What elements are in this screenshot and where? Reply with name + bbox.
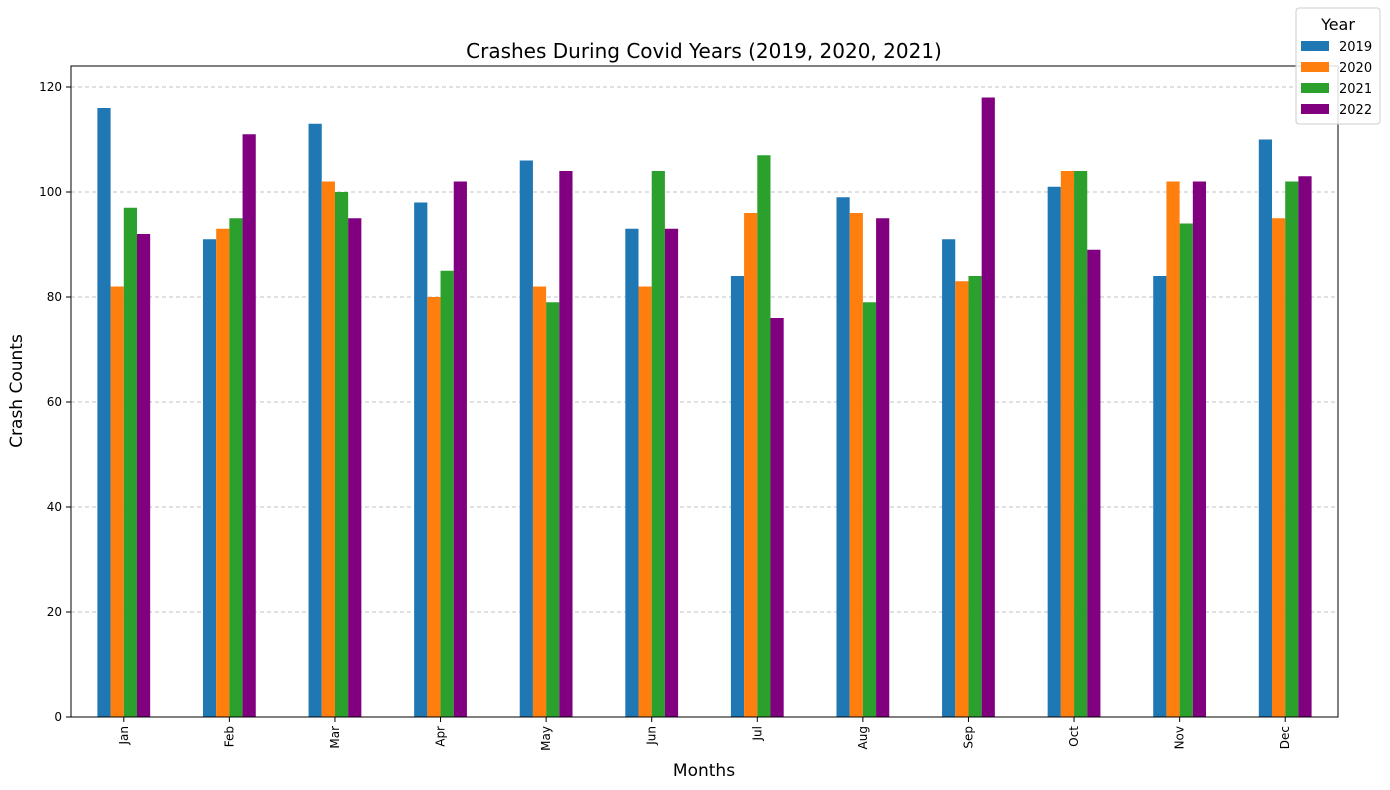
chart-title: Crashes During Covid Years (2019, 2020, … — [466, 39, 942, 63]
legend-swatch — [1301, 83, 1329, 93]
bar-2022-apr — [453, 181, 467, 717]
bar-2020-nov — [1166, 181, 1180, 717]
legend-label: 2022 — [1339, 103, 1372, 118]
bar-2021-apr — [440, 270, 454, 717]
y-tick-label: 40 — [47, 500, 62, 514]
bar-2022-oct — [1087, 249, 1101, 717]
bar-2021-jan — [123, 207, 137, 717]
bar-2020-jun — [638, 286, 652, 717]
bar-2022-mar — [348, 218, 362, 717]
bar-2019-jul — [730, 276, 745, 717]
x-axis-ticks: Jan Feb Mar Apr May Jun Jul Aug Sep Oct Nov Dec — [117, 717, 1292, 751]
bar-2022-feb — [242, 134, 256, 717]
bar-2021-dec — [1285, 181, 1299, 717]
bar-2022-sep — [981, 97, 995, 717]
bar-2021-may — [546, 302, 560, 717]
y-tick-label: 20 — [47, 605, 62, 619]
legend-label: 2019 — [1339, 40, 1372, 55]
bar-2022-may — [559, 171, 573, 717]
bar-2021-nov — [1179, 223, 1193, 717]
y-tick-label: 60 — [47, 395, 62, 409]
bar-2020-sep — [955, 281, 969, 717]
bar-2021-aug — [862, 302, 877, 717]
bar-2019-dec — [1258, 139, 1273, 717]
y-tick-label: 0 — [54, 710, 62, 724]
bar-2019-apr — [414, 202, 428, 717]
bar-2022-nov — [1192, 181, 1207, 717]
bar-2022-jun — [664, 228, 679, 717]
x-tick-label: Aug — [856, 726, 870, 749]
grid-lines — [71, 86, 1338, 613]
bar-2020-may — [532, 286, 547, 717]
bar-2022-jul — [770, 318, 784, 717]
x-tick-label: Feb — [222, 726, 236, 747]
bar-2020-mar — [321, 181, 335, 717]
legend-swatch — [1301, 104, 1329, 114]
bar-2019-jan — [97, 108, 111, 717]
bar-2022-dec — [1298, 176, 1312, 717]
legend-title: Year — [1320, 15, 1355, 34]
bar-2021-sep — [968, 276, 982, 717]
plot-frame — [70, 65, 1339, 718]
bar-2021-feb — [229, 218, 243, 717]
bar-2022-jan — [136, 234, 151, 717]
y-tick-label: 100 — [39, 185, 62, 199]
x-tick-label: Jan — [117, 726, 131, 746]
bar-2019-mar — [308, 123, 322, 717]
bar-2019-aug — [836, 197, 850, 717]
legend: Year 2019 2020 2021 2022 — [1295, 7, 1381, 125]
y-tick-label: 120 — [39, 80, 62, 94]
bar-2020-dec — [1272, 218, 1286, 717]
bar-2019-oct — [1047, 186, 1061, 717]
bar-2020-jan — [110, 286, 124, 717]
bar-2019-feb — [202, 239, 217, 717]
bar-2021-mar — [334, 192, 349, 717]
x-tick-label: Mar — [328, 726, 342, 749]
bar-2020-aug — [849, 213, 863, 717]
bar-2020-apr — [427, 297, 441, 717]
bar-2019-nov — [1153, 276, 1167, 717]
bar-2020-oct — [1060, 171, 1075, 717]
bar-2022-aug — [876, 218, 890, 717]
legend-box — [1295, 7, 1381, 125]
bar-2021-oct — [1074, 171, 1088, 717]
legend-label: 2020 — [1339, 61, 1372, 76]
bar-2019-jun — [625, 228, 639, 717]
y-tick-label: 80 — [47, 290, 62, 304]
legend-swatch — [1301, 41, 1329, 51]
bars — [97, 97, 1312, 717]
bar-2020-feb — [216, 228, 230, 717]
x-tick-label: Oct — [1067, 726, 1081, 747]
x-tick-label: Jun — [645, 726, 659, 746]
bar-2020-jul — [744, 213, 758, 717]
x-tick-label: Nov — [1173, 726, 1187, 749]
x-tick-label: May — [539, 726, 553, 751]
legend-label: 2021 — [1339, 82, 1372, 97]
x-tick-label: Apr — [434, 726, 448, 747]
bar-2021-jul — [757, 155, 771, 717]
x-tick-label: Dec — [1278, 726, 1292, 749]
x-tick-label: Jul — [750, 726, 764, 741]
y-axis-ticks: 0 20 40 60 80 100 120 — [39, 80, 71, 724]
legend-swatch — [1301, 62, 1329, 72]
bar-2021-jun — [651, 171, 665, 717]
bar-2019-sep — [942, 239, 956, 717]
y-axis-label: Crash Counts — [7, 334, 27, 448]
x-axis-label: Months — [673, 761, 735, 781]
bar-2019-may — [519, 160, 533, 717]
legend-entries: 2019 2020 2021 2022 — [1301, 40, 1372, 118]
x-tick-label: Sep — [961, 726, 975, 749]
